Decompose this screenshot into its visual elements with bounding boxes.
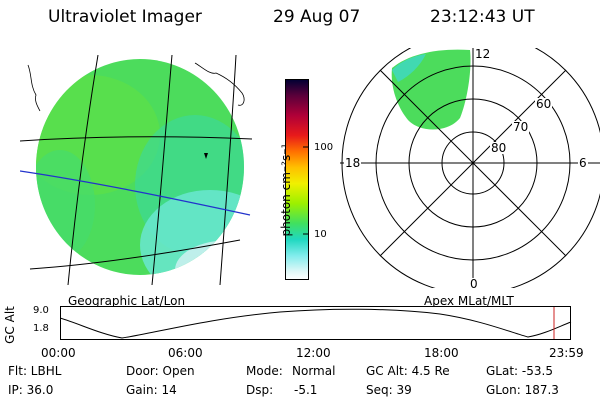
altitude-xtick-1800: 18:00 xyxy=(424,346,459,360)
altitude-xtick-2359: 23:59 xyxy=(549,346,584,360)
coastline xyxy=(27,64,41,112)
time-label: 23:12:43 UT xyxy=(430,7,535,27)
altitude-plot xyxy=(60,306,572,340)
mlt-label-18: 18 xyxy=(344,156,362,170)
door-info: Door: Open xyxy=(126,364,195,378)
altitude-xtick-0600: 06:00 xyxy=(168,346,203,360)
polar-aurora-image xyxy=(391,49,471,130)
mlat-label-70: 70 xyxy=(512,120,530,134)
colorbar xyxy=(285,79,309,280)
altitude-ymax: 9.0 xyxy=(33,305,49,316)
polar-plot xyxy=(340,48,600,288)
mlt-label-0: 0 xyxy=(469,277,479,291)
altitude-curve xyxy=(60,308,572,339)
grid-lon-line xyxy=(67,55,99,285)
glat-info: GLat: -53.5 xyxy=(486,364,553,378)
grid-lat-line-highlight xyxy=(20,170,251,216)
mlat-label-60: 60 xyxy=(535,97,553,111)
altitude-ymin: 1.8 xyxy=(33,323,49,334)
gain-info: Gain: 14 xyxy=(126,383,177,397)
flt-info: Flt: LBHL xyxy=(8,364,62,378)
dsp-label: Dsp: xyxy=(246,383,274,397)
ip-info: IP: 36.0 xyxy=(8,383,54,397)
geo-image-panel xyxy=(20,55,252,285)
mlt-label-6: 6 xyxy=(578,156,588,170)
colorbar-unit-label: photon cm⁻²s⁻¹ xyxy=(279,143,293,237)
mlt-label-12: 12 xyxy=(474,47,492,61)
grid-lon-line xyxy=(219,55,237,285)
colorbar-tick-100: 100 xyxy=(314,142,334,153)
colorbar-tick-10: 10 xyxy=(314,229,327,240)
altitude-ylabel: GC Alt xyxy=(3,306,17,344)
dsp-value: -5.1 xyxy=(294,383,318,397)
gc-alt-info: GC Alt: 4.5 Re xyxy=(366,364,450,378)
site-marker-icon xyxy=(204,153,208,159)
geo-panel-label: Geographic Lat/Lon xyxy=(68,294,186,308)
altitude-xtick-1200: 12:00 xyxy=(296,346,331,360)
glon-info: GLon: 187.3 xyxy=(486,383,559,397)
grid-lat-line xyxy=(29,239,241,270)
polar-panel-label: Apex MLat/MLT xyxy=(424,294,514,308)
altitude-xtick-0000: 00:00 xyxy=(41,346,76,360)
mode-value: Normal xyxy=(292,364,336,378)
coastline xyxy=(194,62,245,106)
seq-info: Seq: 39 xyxy=(366,383,412,397)
app-title: Ultraviolet Imager xyxy=(48,7,202,27)
aurora-image xyxy=(36,59,244,275)
mlat-label-80: 80 xyxy=(490,141,508,155)
mode-label: Mode: xyxy=(246,364,283,378)
grid-lat-line xyxy=(20,136,252,142)
date-label: 29 Aug 07 xyxy=(273,7,361,27)
